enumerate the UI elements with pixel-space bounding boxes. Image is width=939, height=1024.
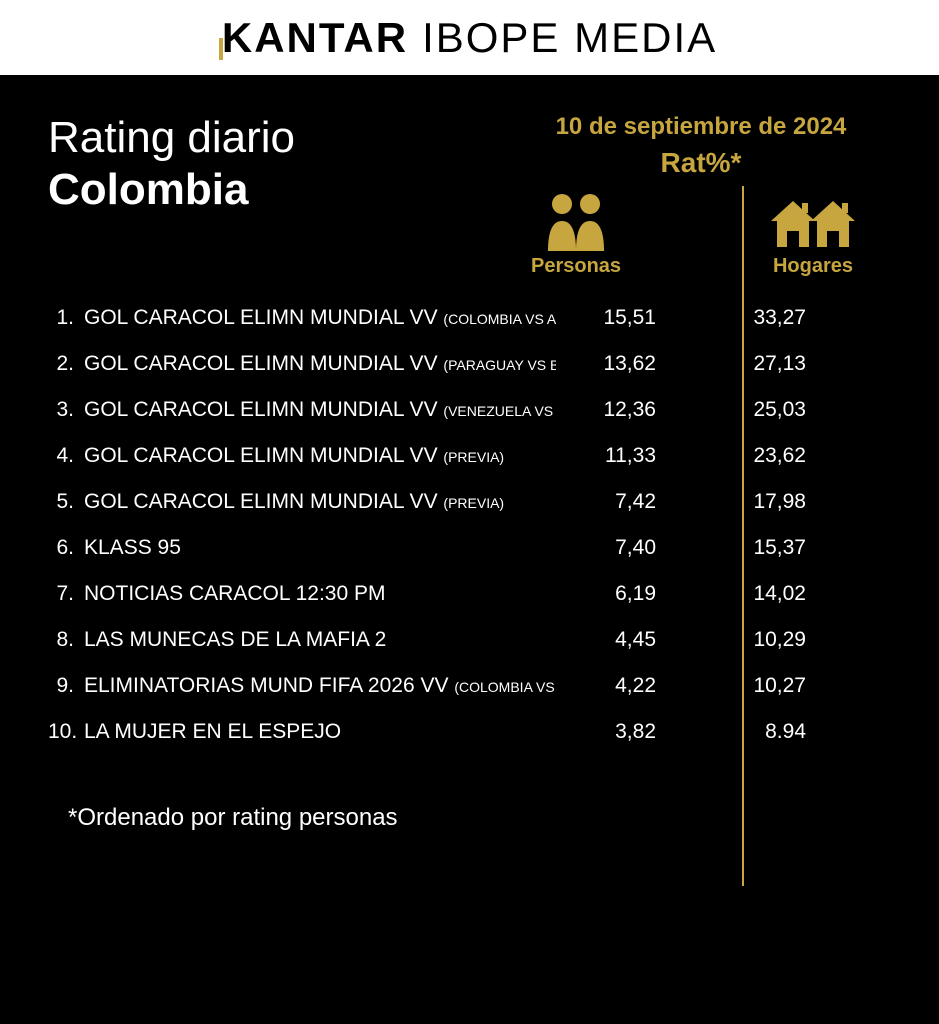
logo-part1: KANTAR [222, 14, 408, 62]
program-subtitle: (COLOMBIA VS ARGENTINA) [443, 311, 556, 327]
hogares-cell: 23,62 [676, 444, 816, 468]
hogares-cell: 15,37 [676, 536, 816, 560]
personas-cell: 7,40 [556, 536, 676, 560]
brand-logo: KANTAR IBOPE MEDIA [222, 14, 717, 62]
rank-cell: 4. [48, 444, 84, 468]
program-cell: GOL CARACOL ELIMN MUNDIAL VV (VENEZUELA … [84, 398, 556, 422]
program-subtitle: (VENEZUELA VS URUGUAY) [443, 403, 556, 419]
program-cell: LAS MUNECAS DE LA MAFIA 2 [84, 628, 556, 652]
ratings-table: 1.GOL CARACOL ELIMN MUNDIAL VV (COLOMBIA… [48, 306, 891, 744]
program-cell: GOL CARACOL ELIMN MUNDIAL VV (PARAGUAY V… [84, 352, 556, 376]
program-cell: GOL CARACOL ELIMN MUNDIAL VV (PREVIA) [84, 444, 556, 468]
title-block: Rating diario Colombia [48, 113, 511, 215]
rank-cell: 10. [48, 720, 84, 744]
personas-cell: 13,62 [556, 352, 676, 376]
table-row: 6.KLASS 95 7,4015,37 [48, 536, 891, 560]
personas-col-header: Personas [531, 191, 621, 278]
program-subtitle: (COLOMBIA VS ARGENTINA) [454, 679, 556, 695]
date-label: 10 de septiembre de 2024 [511, 113, 891, 141]
hogares-label: Hogares [773, 255, 853, 278]
hogares-cell: 27,13 [676, 352, 816, 376]
rat-label: Rat%* [511, 147, 891, 179]
program-cell: ELIMINATORIAS MUND FIFA 2026 VV (COLOMBI… [84, 674, 556, 698]
rank-cell: 1. [48, 306, 84, 330]
house-icon [763, 191, 863, 251]
hogares-cell: 10,27 [676, 674, 816, 698]
column-divider [742, 186, 744, 886]
footnote: *Ordenado por rating personas [48, 804, 891, 832]
title-line1: Rating diario [48, 113, 511, 163]
top-row: Rating diario Colombia 10 de septiembre … [48, 113, 891, 278]
program-cell: KLASS 95 [84, 536, 556, 560]
personas-cell: 4,45 [556, 628, 676, 652]
main-panel: Rating diario Colombia 10 de septiembre … [0, 75, 939, 1024]
personas-cell: 4,22 [556, 674, 676, 698]
hogares-cell: 33,27 [676, 306, 816, 330]
rank-cell: 6. [48, 536, 84, 560]
hogares-cell: 25,03 [676, 398, 816, 422]
program-cell: NOTICIAS CARACOL 12:30 PM [84, 582, 556, 606]
rank-cell: 2. [48, 352, 84, 376]
rank-cell: 5. [48, 490, 84, 514]
icon-row: Personas Hogares [511, 191, 891, 278]
rank-cell: 8. [48, 628, 84, 652]
hogares-cell: 17,98 [676, 490, 816, 514]
table-row: 7.NOTICIAS CARACOL 12:30 PM 6,1914,02 [48, 582, 891, 606]
table-row: 9.ELIMINATORIAS MUND FIFA 2026 VV (COLOM… [48, 674, 891, 698]
meta-block: 10 de septiembre de 2024 Rat%* Personas [511, 113, 891, 278]
table-row: 5.GOL CARACOL ELIMN MUNDIAL VV (PREVIA)7… [48, 490, 891, 514]
hogares-col-header: Hogares [763, 191, 863, 278]
rank-cell: 9. [48, 674, 84, 698]
personas-cell: 11,33 [556, 444, 676, 468]
program-cell: LA MUJER EN EL ESPEJO [84, 720, 556, 744]
people-icon [534, 191, 618, 251]
table-row: 2.GOL CARACOL ELIMN MUNDIAL VV (PARAGUAY… [48, 352, 891, 376]
table-row: 1.GOL CARACOL ELIMN MUNDIAL VV (COLOMBIA… [48, 306, 891, 330]
hogares-cell: 14,02 [676, 582, 816, 606]
table-row: 3.GOL CARACOL ELIMN MUNDIAL VV (VENEZUEL… [48, 398, 891, 422]
personas-cell: 12,36 [556, 398, 676, 422]
rank-cell: 7. [48, 582, 84, 606]
brand-header: KANTAR IBOPE MEDIA [0, 0, 939, 75]
title-line2: Colombia [48, 165, 511, 215]
program-cell: GOL CARACOL ELIMN MUNDIAL VV (PREVIA) [84, 490, 556, 514]
personas-cell: 7,42 [556, 490, 676, 514]
hogares-cell: 8.94 [676, 720, 816, 744]
table-row: 8.LAS MUNECAS DE LA MAFIA 2 4,4510,29 [48, 628, 891, 652]
personas-cell: 3,82 [556, 720, 676, 744]
table-row: 4.GOL CARACOL ELIMN MUNDIAL VV (PREVIA)1… [48, 444, 891, 468]
program-subtitle: (PREVIA) [443, 495, 504, 511]
personas-label: Personas [531, 255, 621, 278]
personas-cell: 15,51 [556, 306, 676, 330]
rank-cell: 3. [48, 398, 84, 422]
hogares-cell: 10,29 [676, 628, 816, 652]
logo-part2: IBOPE MEDIA [422, 14, 717, 62]
table-row: 10.LA MUJER EN EL ESPEJO 3,828.94 [48, 720, 891, 744]
program-subtitle: (PREVIA) [443, 449, 504, 465]
program-subtitle: (PARAGUAY VS BRASIL) [443, 357, 556, 373]
personas-cell: 6,19 [556, 582, 676, 606]
program-cell: GOL CARACOL ELIMN MUNDIAL VV (COLOMBIA V… [84, 306, 556, 330]
